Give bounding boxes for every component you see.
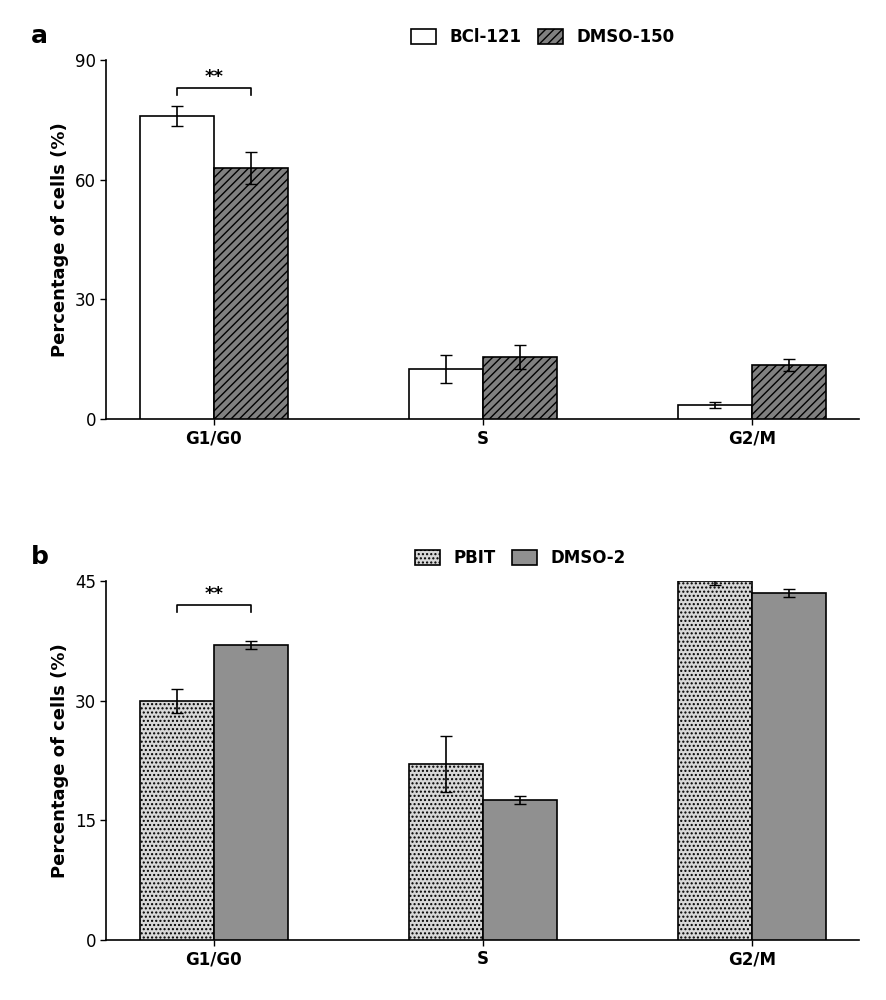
Text: b: b [31, 545, 49, 569]
Bar [409, 369, 483, 419]
Bar [678, 405, 752, 419]
Text: **: ** [205, 68, 223, 86]
Text: **: ** [205, 585, 223, 603]
Bar [752, 593, 826, 940]
Legend: PBIT, DMSO-2: PBIT, DMSO-2 [408, 542, 633, 574]
Bar [409, 764, 483, 940]
Bar [214, 168, 288, 419]
Legend: BCl-121, DMSO-150: BCl-121, DMSO-150 [405, 22, 681, 53]
Bar [140, 701, 214, 940]
Bar [214, 645, 288, 940]
Text: a: a [31, 24, 48, 48]
Bar [678, 581, 752, 940]
Bar [140, 116, 214, 419]
Y-axis label: Percentage of cells (%): Percentage of cells (%) [51, 122, 69, 357]
Bar [752, 365, 826, 419]
Y-axis label: Percentage of cells (%): Percentage of cells (%) [51, 643, 69, 878]
Bar [483, 357, 556, 419]
Bar [483, 800, 556, 940]
